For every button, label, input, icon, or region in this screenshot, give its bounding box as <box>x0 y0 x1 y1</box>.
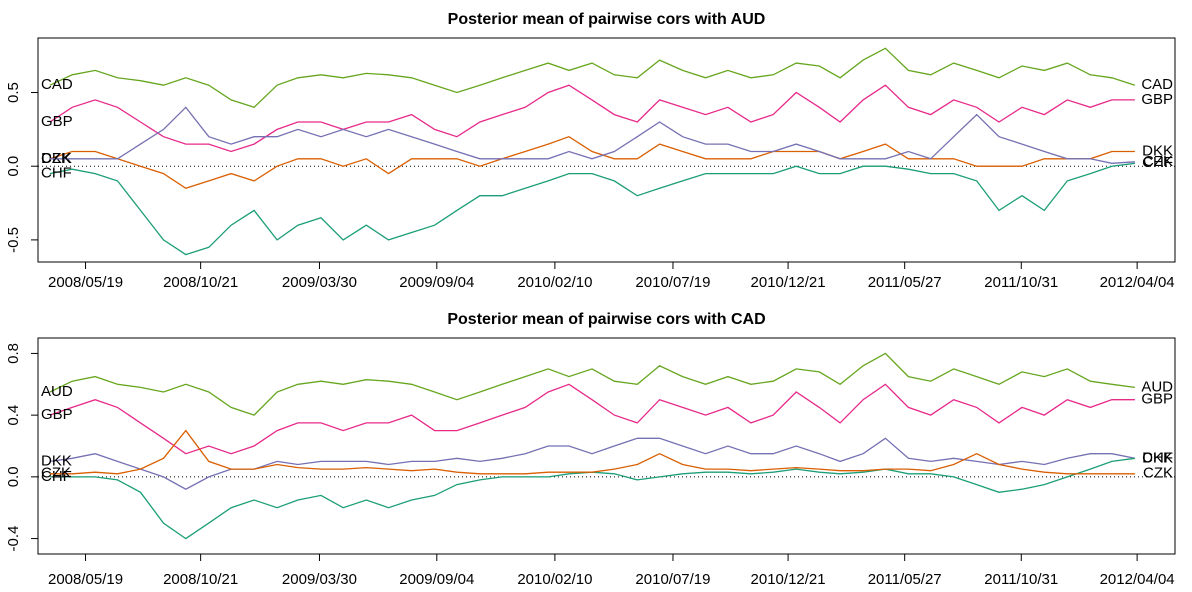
x-tick-label: 2010/07/19 <box>635 274 710 291</box>
series-label-left: DKK <box>41 452 72 469</box>
x-tick-label: 2008/05/19 <box>48 571 123 588</box>
series-line <box>49 429 1135 475</box>
series-label-right: CHF <box>1142 154 1173 171</box>
x-tick-label: 2009/03/30 <box>282 571 357 588</box>
x-tick-label: 2011/05/27 <box>868 571 942 588</box>
y-tick-label: -0.4 <box>5 526 22 552</box>
x-tick-label: 2011/10/31 <box>984 274 1058 291</box>
y-tick-label: 0.0 <box>5 156 22 177</box>
x-tick-label: 2009/09/04 <box>399 274 474 291</box>
y-tick-label: 0.8 <box>5 343 22 364</box>
x-tick-label: 2008/10/21 <box>163 571 238 588</box>
chart-title: Posterior mean of pairwise cors with AUD <box>448 11 766 28</box>
series-label-right: DKK <box>1142 142 1173 159</box>
series-label-right: DKK <box>1142 449 1173 466</box>
series-label-right: GBP <box>1141 391 1173 408</box>
series-line <box>49 383 1135 455</box>
chart-title: Posterior mean of pairwise cors with CAD <box>447 311 765 328</box>
y-tick-label: 0.5 <box>5 82 22 103</box>
series-line <box>49 106 1135 164</box>
series-label-right: CAD <box>1141 76 1173 93</box>
x-tick-label: 2012/04/04 <box>1100 274 1175 291</box>
plot-frame <box>37 37 1176 263</box>
series-label-right: CZK <box>1143 465 1173 482</box>
series-label-right: GBP <box>1141 91 1173 108</box>
x-tick-label: 2011/05/27 <box>868 274 942 291</box>
series-line <box>49 162 1135 256</box>
series-line <box>49 135 1135 190</box>
series-label-right: CHF <box>1142 449 1173 466</box>
series-label-left: CZK <box>41 465 71 482</box>
x-tick-label: 2009/09/04 <box>399 571 474 588</box>
x-tick-label: 2010/12/21 <box>751 274 826 291</box>
series-label-left: AUD <box>41 383 73 400</box>
x-tick-label: 2008/10/21 <box>163 274 238 291</box>
x-tick-label: 2008/05/19 <box>48 274 123 291</box>
series-line <box>49 457 1135 540</box>
series-line <box>49 47 1136 109</box>
series-label-left: CHF <box>41 165 72 182</box>
y-tick-label: 0.0 <box>5 466 22 487</box>
x-tick-label: 2009/03/30 <box>282 274 357 291</box>
series-label-left: CZK <box>41 150 71 167</box>
series-label-left: CAD <box>41 76 73 93</box>
series-label-left: GBP <box>41 406 73 423</box>
y-tick-label: 0.4 <box>5 405 22 426</box>
x-tick-label: 2010/02/10 <box>517 571 592 588</box>
series-label-left: CHF <box>41 468 72 485</box>
y-tick-label: -0.5 <box>5 227 22 253</box>
series-line <box>49 84 1135 153</box>
x-tick-label: 2011/10/31 <box>984 571 1058 588</box>
series-line <box>49 352 1135 416</box>
x-tick-label: 2010/12/21 <box>751 571 826 588</box>
series-label-right: AUD <box>1141 378 1173 395</box>
x-tick-label: 2010/07/19 <box>635 571 710 588</box>
series-label-left: GBP <box>41 113 73 130</box>
x-tick-label: 2012/04/04 <box>1100 571 1175 588</box>
series-label-right: CZK <box>1143 153 1173 170</box>
series-line <box>49 437 1136 490</box>
x-tick-label: 2010/02/10 <box>517 274 592 291</box>
plot-frame <box>37 337 1176 555</box>
